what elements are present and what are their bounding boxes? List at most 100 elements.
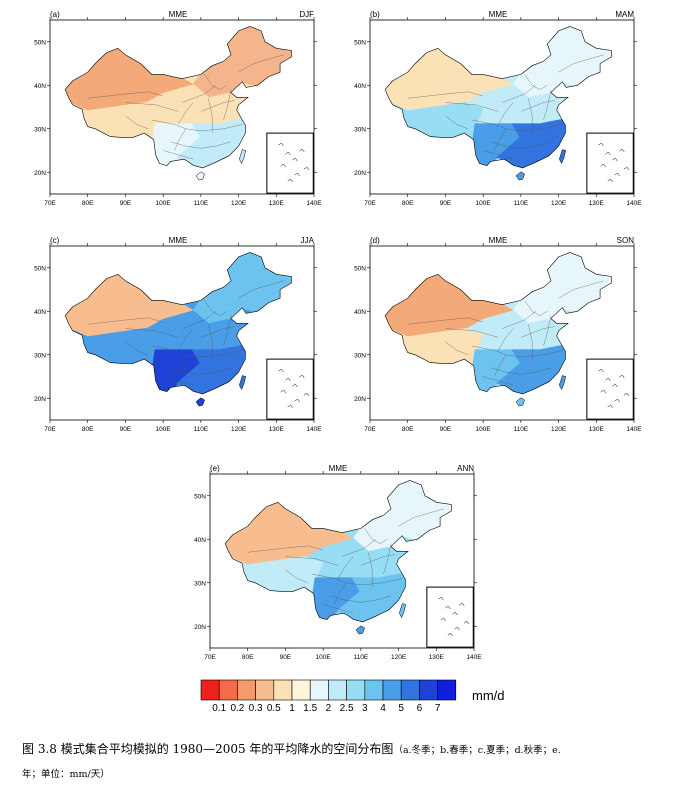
panel-model-title: MME [489,236,508,245]
lon-tick-label: 100E [156,200,172,207]
province-boundary [407,317,484,325]
inset-island [607,404,613,409]
inset-island [280,389,286,394]
lon-tick-label: 80E [242,654,254,661]
province-boundary [238,280,284,299]
lon-tick-label: 90E [120,426,132,433]
inset-island [278,142,284,147]
lon-tick-label: 80E [82,200,94,207]
inset-island [612,157,618,162]
colorbar-label: 4 [380,703,386,714]
province-boundary [334,582,346,605]
colorbar-label: 2.5 [340,703,354,714]
map-panel-djf: (a) MME DJF 70E 80E 90E 100E 110E 120E 130E 140E 20… [28,6,328,223]
lon-tick-label: 140E [306,200,322,207]
province-boundary [360,554,395,566]
hainan-island [355,625,365,635]
province-boundary [494,128,506,151]
province-boundary [174,354,186,377]
province-boundary [383,543,392,575]
inset-island [303,392,310,397]
taiwan-island [239,375,247,391]
colorbar-label: 6 [417,703,423,714]
province-boundary [490,367,552,375]
lon-tick-label: 110E [194,200,209,207]
lat-tick-label: 20N [194,624,206,631]
lon-tick-label: 130E [269,200,285,207]
lat-tick-label: 30N [354,352,366,359]
province-boundary [151,119,243,132]
province-boundary [501,311,537,329]
panel-model-title: MME [489,10,508,19]
lat-tick-label: 40N [354,83,366,90]
lat-tick-label: 50N [354,265,366,272]
inset-island [600,163,606,168]
precip-field [225,480,452,622]
lon-tick-label: 70E [204,654,216,661]
province-boundary [163,376,194,386]
lon-tick-label: 80E [402,200,414,207]
map-panel-son: (d) MME SON 70E 80E 90E 100E 110E 120E 130E 140E 20… [348,232,648,449]
colorbar-unit: mm/d [472,688,505,703]
province-boundary [204,300,228,316]
province-boundary [200,326,235,338]
province-boundary [87,91,164,99]
map-svg-ann: (e) MME ANN 70E 80E 90E 100E 110E 120E 130E 140E 20… [194,464,482,661]
province-boundary [528,98,533,134]
inset-island [287,178,293,183]
province-boundary [368,552,373,588]
map-panel-mam: (b) MME MAM 70E 80E 90E 100E 110E 120E 130E 140E 20… [348,6,648,223]
figure-caption: 图 3.8 模式集合平均模拟的 1980—2005 年的平均降水的空间分布图（a… [22,738,662,786]
lon-tick-label: 80E [82,426,94,433]
inset-island [607,178,613,183]
caption-main: 图 3.8 模式集合平均模拟的 1980—2005 年的平均降水的空间分布图 [22,742,394,756]
south-china-sea-inset [586,132,634,194]
map-panel-ann: (e) MME ANN 70E 80E 90E 100E 110E 120E 130E 140E 20… [188,460,488,677]
lat-tick-label: 30N [194,580,206,587]
province-boundary [407,91,484,99]
lat-tick-label: 50N [354,39,366,46]
lat-tick-label: 40N [354,309,366,316]
lon-tick-label: 120E [231,200,247,207]
province-boundary [543,89,552,121]
lon-tick-label: 140E [626,200,642,207]
province-boundary [471,345,563,358]
colorbar-label: 0.2 [230,703,244,714]
province-boundary [364,528,388,544]
lon-tick-label: 130E [429,654,445,661]
province-boundary [490,141,552,149]
inset-island [452,611,458,616]
inset-island [619,148,625,153]
province-boundary [483,376,514,386]
lon-tick-label: 120E [391,654,407,661]
colorbar-box [419,679,438,701]
inset-island [614,398,620,403]
inset-island [623,392,630,397]
inset-island [294,172,300,177]
lat-tick-label: 50N [34,265,46,272]
lon-tick-label: 90E [120,200,132,207]
panel-season-title: DJF [299,10,314,19]
province-boundary [247,545,324,553]
inset-island [278,368,284,373]
colorbar-box [364,679,384,701]
panel-season-title: JJA [301,236,315,245]
inset-island [605,377,611,382]
taiwan-island [559,149,567,165]
colorbar-box [237,679,256,701]
lon-tick-label: 120E [551,200,567,207]
lon-tick-label: 130E [589,426,605,433]
inset-island [280,163,286,168]
province-boundary [528,324,533,360]
caption-sub: （a.冬季；b.春季；c.夏季；d.秋季；e. [393,745,561,756]
province-boundary [125,341,149,355]
province-boundary [558,280,604,299]
lat-tick-label: 30N [34,126,46,133]
colorbar: 0.1 0.2 0.3 0.5 1 1.5 2 2.5 3 4 5 6 7 [200,678,465,723]
lon-tick-label: 110E [514,426,529,433]
lat-tick-label: 50N [34,39,46,46]
panel-label: (d) [370,236,380,245]
province-boundary [178,102,194,125]
colorbar-box [328,679,347,701]
lat-tick-label: 20N [34,396,46,403]
